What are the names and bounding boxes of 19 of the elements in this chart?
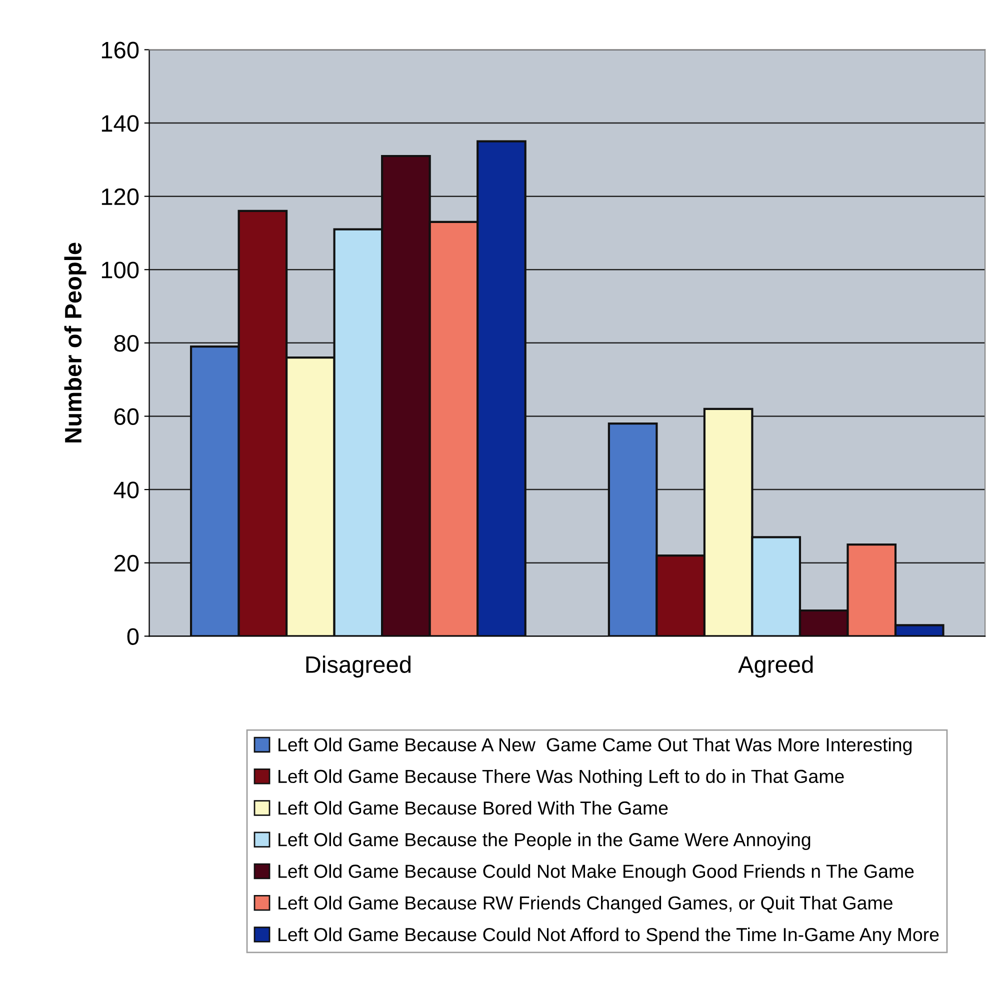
x-tick-label: Disagreed — [306, 656, 410, 678]
y-tick-label: 0 — [127, 628, 139, 645]
y-tick-label: 80 — [114, 335, 139, 352]
y-tick-label: 140 — [102, 115, 139, 132]
legend-label: Left Old Game Because Could Not Make Enough Good Friends n The Game — [278, 864, 914, 882]
legend-label: Left Old Game Because the People in the Game Were Annoying — [278, 832, 810, 850]
y-tick-label: 100 — [102, 262, 139, 278]
y-axis-title: Number of People — [64, 242, 86, 442]
y-tick-label: 60 — [114, 408, 139, 426]
legend-label: Left Old Game Because There Was Nothing Left to do in That Game — [278, 769, 844, 787]
legend-label: Left Old Game Because Bored With The Game — [278, 800, 668, 815]
x-tick-label: Agreed — [738, 656, 813, 678]
legend-label: Left Old Game Because RW Friends Changed Games, or Quit That Game — [278, 896, 892, 914]
y-tick-label: 120 — [102, 188, 139, 206]
y-tick-label: 40 — [114, 482, 139, 498]
y-tick-label: 160 — [102, 42, 139, 58]
y-tick-label: 20 — [114, 554, 139, 572]
legend-label: Left Old Game Because Could Not Afford to Spend the Time In-Game Any More — [278, 927, 939, 945]
legend-label: Left Old Game Because A New Game Came Out That Was More Interesting — [278, 738, 912, 756]
